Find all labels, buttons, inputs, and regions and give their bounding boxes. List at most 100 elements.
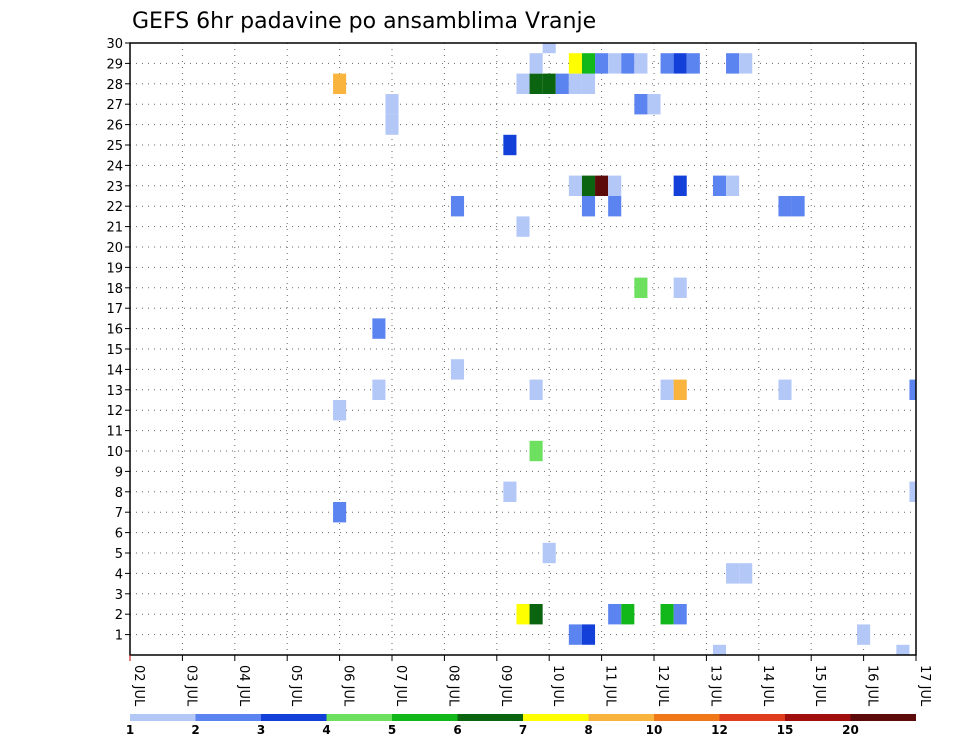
x-tick-label: 12 JUL — [655, 665, 670, 707]
y-tick-label: 16 — [106, 323, 123, 338]
heat-cell — [661, 12, 674, 32]
x-tick-label: 06 JUL — [341, 665, 356, 707]
heat-cell — [647, 94, 661, 115]
y-tick-label: 20 — [106, 241, 123, 256]
heat-cell — [726, 175, 740, 196]
heat-cell — [621, 12, 634, 32]
heat-cell — [896, 644, 910, 655]
y-tick-label: 15 — [106, 343, 123, 358]
heat-cell — [909, 379, 916, 400]
colorbar-segment — [588, 714, 654, 721]
colorbar: 1 2 3 4 5 6 7 8 10 12 15 20 — [126, 714, 916, 737]
x-tick-label: 11 JUL — [603, 665, 618, 707]
x-axis: 02 JUL 03 JUL 04 JUL 05 JUL 06 JUL 07 JUL 08 J… — [129, 655, 932, 707]
heat-cell — [542, 43, 556, 54]
colorbar-segment — [195, 714, 261, 721]
y-tick-label: 8 — [115, 486, 123, 501]
colorbar-segment — [719, 714, 785, 721]
heat-cell — [372, 318, 386, 339]
colorbar-segment — [261, 714, 327, 721]
grid — [130, 43, 916, 655]
colorbar-label: 2 — [191, 723, 199, 737]
y-tick-label: 17 — [106, 302, 123, 317]
heat-cell — [542, 542, 556, 564]
y-tick-label: 6 — [115, 527, 123, 542]
y-tick-label: 3 — [115, 588, 123, 603]
colorbar-label: 1 — [126, 723, 134, 737]
heat-cell — [595, 53, 609, 74]
heat-cell — [608, 175, 622, 196]
heat-cell — [516, 73, 530, 94]
heat-cell — [333, 400, 347, 421]
x-tick-label: 13 JUL — [707, 665, 722, 707]
heat-cell — [529, 73, 543, 94]
heat-cell — [673, 53, 687, 74]
heat-cell — [503, 481, 517, 502]
x-tick-label: 09 JUL — [498, 665, 513, 707]
heat-cell — [333, 502, 347, 523]
heat-cell — [712, 644, 727, 655]
heat-cell — [674, 12, 687, 32]
cells — [333, 12, 916, 655]
x-tick-label: 17 JUL — [917, 665, 932, 707]
colorbar-segment — [392, 714, 458, 721]
heat-cell — [555, 73, 569, 94]
y-tick-label: 13 — [106, 384, 123, 399]
colorbar-segment — [523, 714, 589, 721]
heat-cell — [621, 53, 635, 74]
y-tick-label: 18 — [106, 282, 123, 297]
heat-cell — [581, 73, 596, 94]
heat-cell — [608, 12, 621, 32]
y-tick-label: 25 — [106, 139, 123, 154]
y-tick-label: 26 — [106, 119, 123, 134]
y-tick-label: 24 — [106, 159, 123, 174]
heat-cell — [791, 196, 805, 217]
heat-cell — [634, 277, 648, 298]
colorbar-segment — [785, 714, 851, 721]
y-tick-label: 14 — [106, 363, 123, 378]
plot-frame — [129, 42, 917, 656]
y-tick-label: 11 — [106, 425, 123, 440]
heat-cell — [608, 53, 622, 74]
colorbar-segment — [457, 714, 523, 721]
heat-cell — [621, 604, 635, 625]
colorbar-segment — [326, 714, 392, 721]
heat-cell — [673, 604, 687, 625]
heat-cell — [634, 12, 647, 32]
heat-cell — [581, 624, 596, 645]
x-tick-label: 10 JUL — [550, 665, 565, 707]
x-tick-label: 04 JUL — [236, 665, 251, 707]
heat-cell — [333, 73, 347, 94]
heat-cell — [516, 216, 530, 237]
heat-cell — [542, 73, 556, 94]
heat-cell — [739, 53, 753, 74]
heat-cell — [581, 175, 596, 196]
y-tick-label: 4 — [115, 567, 123, 582]
heat-cell — [726, 53, 740, 74]
heat-cell — [450, 196, 465, 217]
y-tick-label: 23 — [106, 180, 123, 195]
heat-cell — [660, 604, 674, 625]
heat-cell — [450, 359, 465, 380]
heat-cell — [581, 196, 596, 217]
heat-cell — [503, 134, 517, 156]
heat-cell — [568, 73, 582, 94]
y-tick-label: 2 — [115, 608, 123, 623]
y-tick-label: 29 — [106, 57, 123, 72]
y-tick-label: 12 — [106, 404, 123, 419]
heat-cell — [372, 379, 386, 400]
colorbar-label: 8 — [584, 723, 592, 737]
heat-cell — [778, 196, 792, 217]
heat-cell — [686, 53, 700, 74]
colorbar-label: 5 — [388, 723, 396, 737]
heat-cell — [608, 604, 622, 625]
x-tick-label: 15 JUL — [812, 665, 827, 707]
heat-cell — [516, 604, 530, 625]
y-tick-label: 10 — [106, 445, 123, 460]
y-tick-label: 1 — [115, 629, 123, 644]
colorbar-label: 7 — [519, 723, 527, 737]
heat-cell — [568, 53, 582, 74]
y-tick-label: 27 — [106, 98, 123, 113]
heat-cell — [712, 175, 727, 196]
